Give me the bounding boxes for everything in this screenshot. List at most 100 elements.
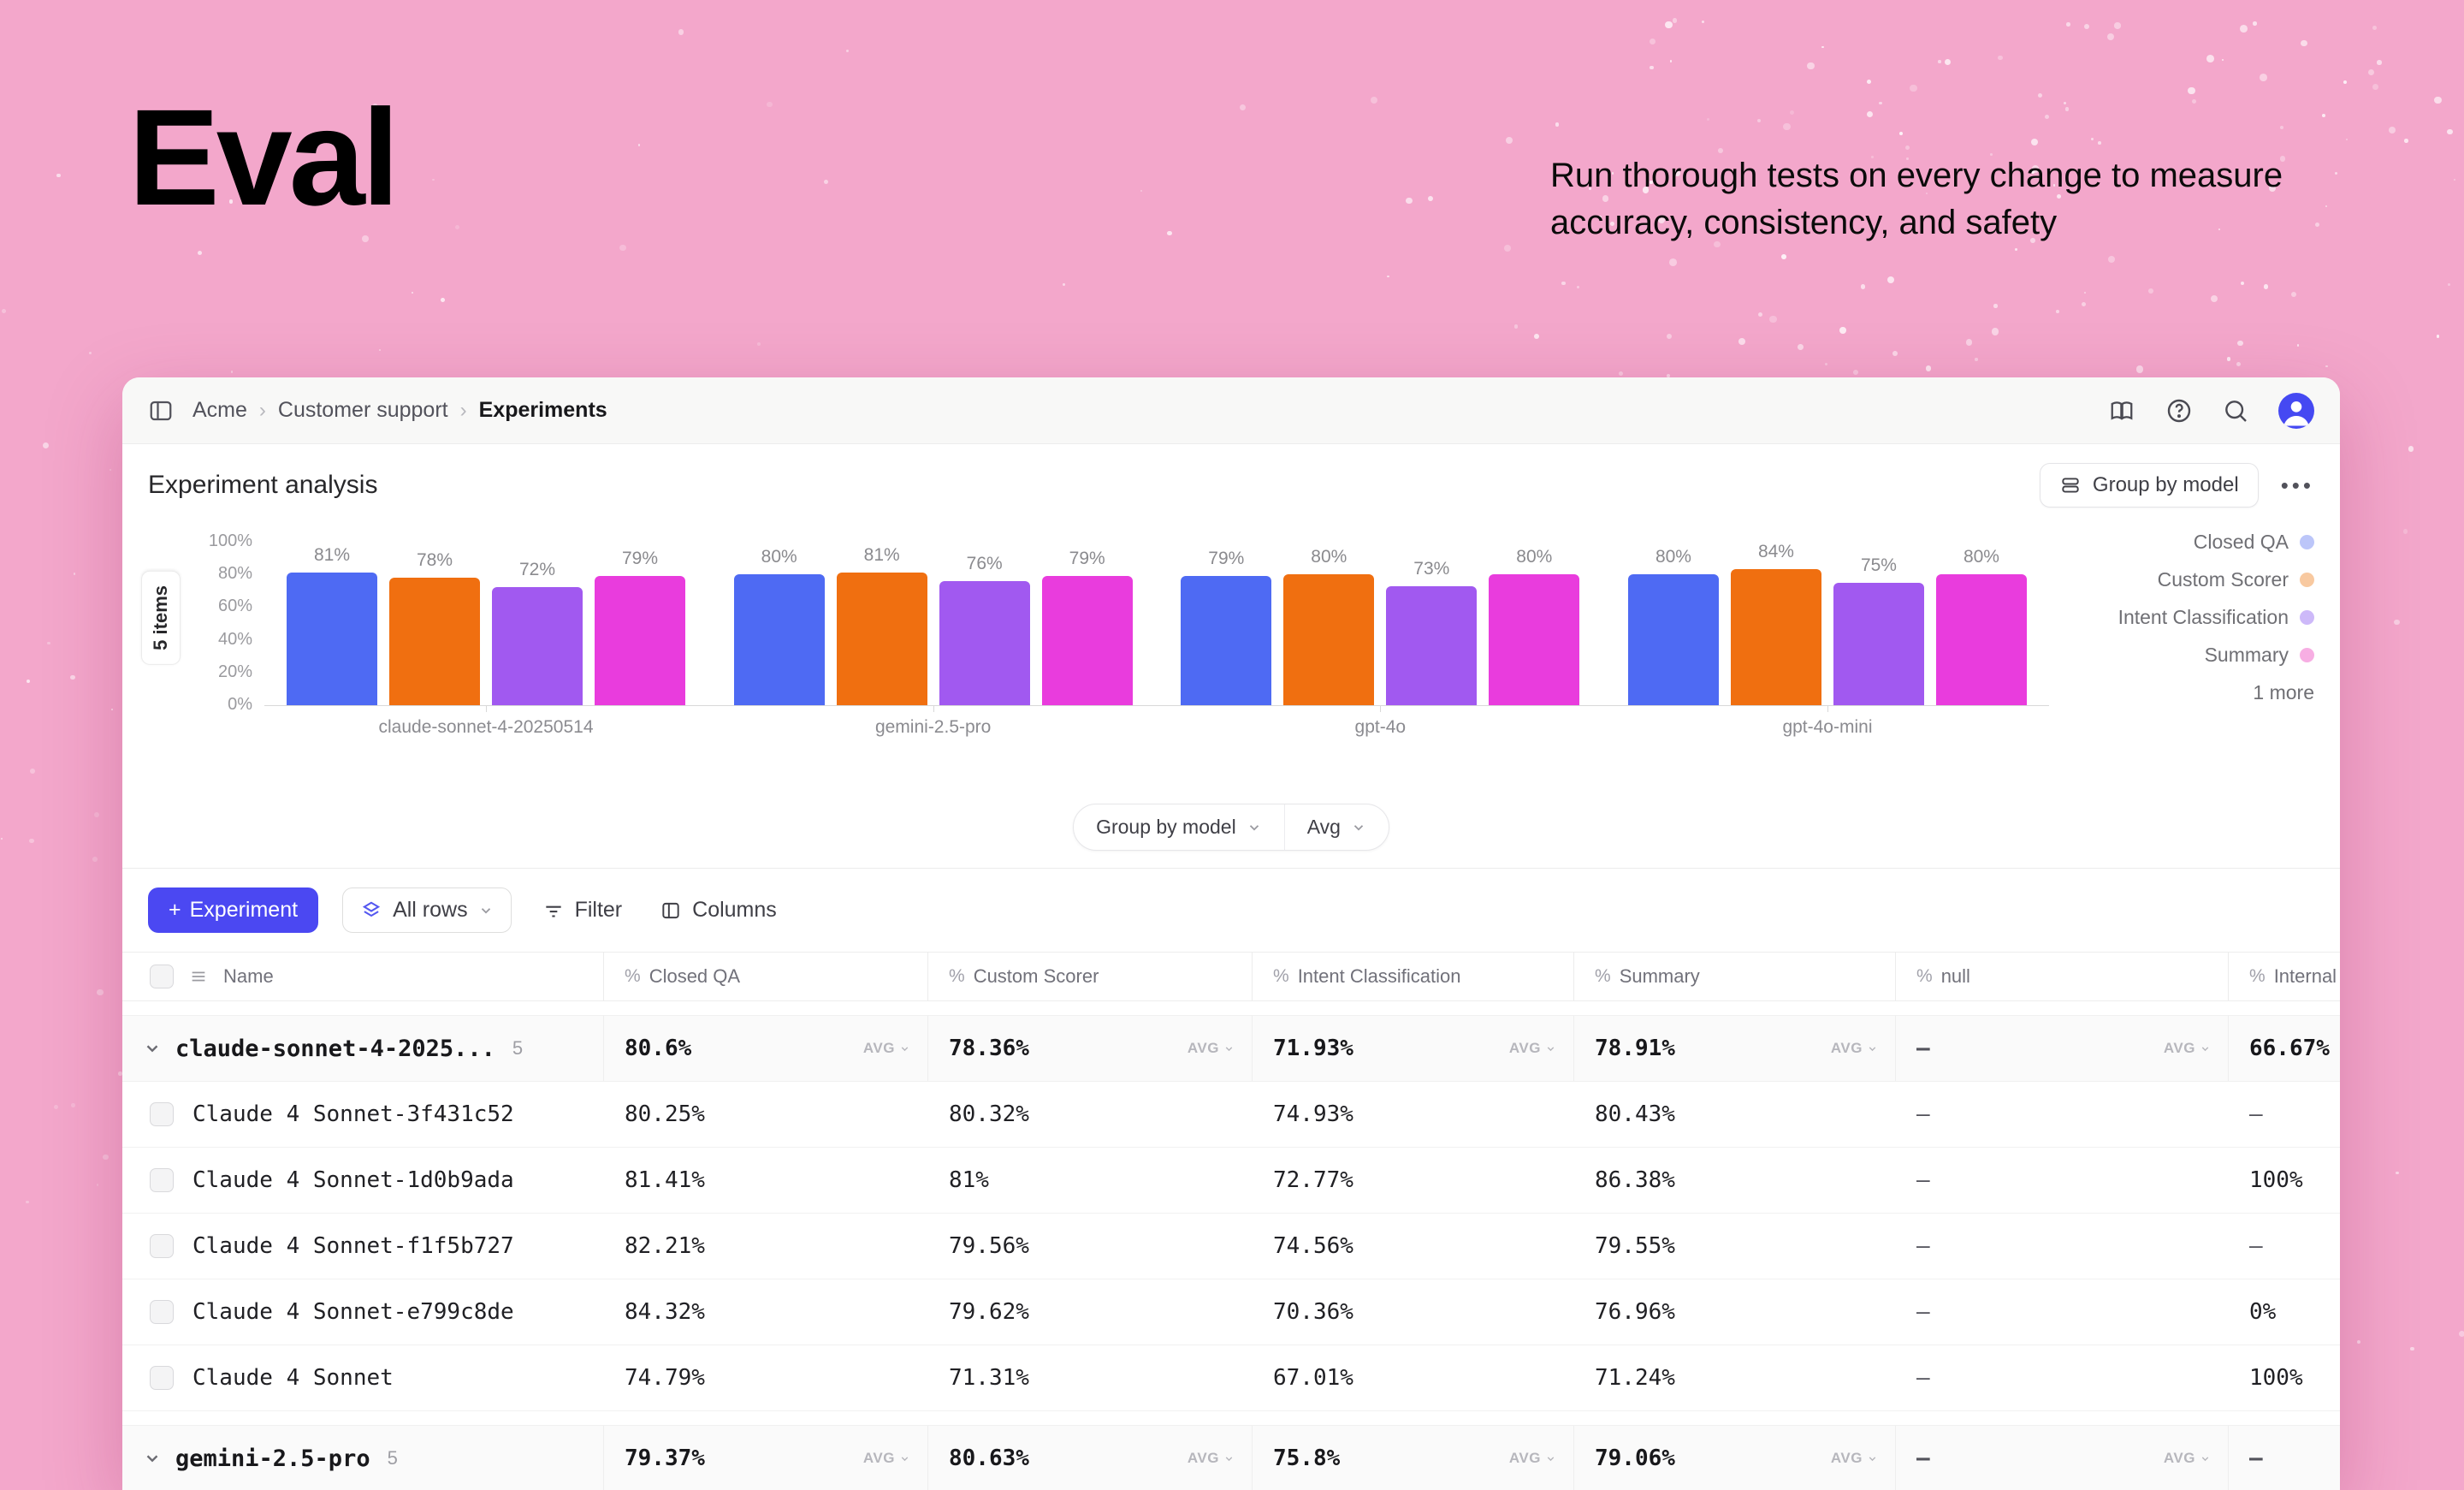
legend-more-link[interactable]: 1 more xyxy=(2253,681,2314,703)
bar-intent-classification[interactable] xyxy=(492,587,583,705)
bar-summary[interactable] xyxy=(595,576,685,705)
aggregation-dropdown[interactable]: Avg xyxy=(1283,804,1389,850)
breadcrumb-experiments[interactable]: Experiments xyxy=(478,398,607,422)
table-row[interactable]: Claude 4 Sonnet 74.79% 71.31% 67.01% 71.24% –… xyxy=(122,1345,2340,1411)
group-row-value: 78.91% xyxy=(1595,1036,1675,1061)
bar-summary[interactable] xyxy=(1041,576,1133,705)
header-column-closed-qa[interactable]: % Closed QA xyxy=(604,953,928,1000)
speckle-dot xyxy=(1966,339,1973,346)
speckle-dot xyxy=(53,1105,58,1110)
chevron-down-icon[interactable] xyxy=(143,1449,162,1468)
chart-plot: 81% 78% 72% 79% claude-sonnet-4-20250514 80% 8… xyxy=(264,542,2049,737)
row-value: – xyxy=(2249,1233,2263,1259)
bar-column: 80% xyxy=(1489,542,1580,705)
speckle-dot xyxy=(1533,334,1539,340)
bar-intent-classification[interactable] xyxy=(1386,585,1478,705)
legend-item[interactable]: Closed QA xyxy=(2194,530,2314,555)
table-row[interactable]: Claude 4 Sonnet-e799c8de 84.32% 79.62% 70.3… xyxy=(122,1279,2340,1345)
group-row-name-cell[interactable]: gemini-2.5-pro 5 xyxy=(122,1426,604,1490)
speckle-dot xyxy=(2210,295,2218,303)
chevron-down-icon xyxy=(481,907,490,914)
bar-closed-qa[interactable] xyxy=(1181,576,1272,705)
x-axis-category-label: claude-sonnet-4-20250514 xyxy=(378,717,594,737)
avg-aggregation-dropdown[interactable]: AVG xyxy=(863,1040,910,1057)
speckle-dot xyxy=(1674,170,1680,176)
bar-custom-scorer[interactable] xyxy=(389,578,480,705)
avg-aggregation-dropdown[interactable]: AVG xyxy=(1509,1450,1556,1467)
search-icon[interactable] xyxy=(2222,397,2249,424)
docs-book-icon[interactable] xyxy=(2107,398,2136,424)
avg-aggregation-dropdown[interactable]: AVG xyxy=(1509,1040,1556,1057)
speckle-dot xyxy=(1783,122,1791,131)
speckle-dot xyxy=(198,251,203,256)
all-rows-dropdown[interactable]: All rows xyxy=(342,887,512,933)
group-row-gemini-partial[interactable]: gemini-2.5-pro 5 79.37% AVG 80.63% AVG 75.8% AV… xyxy=(122,1425,2340,1490)
row-checkbox[interactable] xyxy=(150,1102,174,1126)
columns-button[interactable]: Columns xyxy=(653,888,784,932)
row-checkbox[interactable] xyxy=(150,1168,174,1192)
help-icon[interactable] xyxy=(2165,397,2193,424)
y-axis-tick-label: 60% xyxy=(217,597,252,616)
table-row[interactable]: Claude 4 Sonnet-1d0b9ada 81.41% 81% 72.77% 8… xyxy=(122,1148,2340,1214)
legend-item[interactable]: Summary xyxy=(2205,643,2314,668)
chevron-down-icon xyxy=(1869,1046,1876,1051)
window-topbar: Acme › Customer support › Experiments xyxy=(122,377,2340,444)
speckle-dot xyxy=(2297,344,2300,347)
avg-aggregation-dropdown[interactable]: AVG xyxy=(1831,1450,1878,1467)
table-row[interactable]: Claude 4 Sonnet-3f431c52 80.25% 80.32% 74.9… xyxy=(122,1082,2340,1148)
bar-summary[interactable] xyxy=(1935,574,2027,705)
group-row-claude[interactable]: claude-sonnet-4-2025... 5 80.6% AVG 78.36% AV… xyxy=(122,1015,2340,1082)
avg-aggregation-dropdown[interactable]: AVG xyxy=(1831,1040,1878,1057)
filter-icon xyxy=(545,905,561,917)
legend-item[interactable]: Custom Scorer xyxy=(2158,567,2314,592)
row-value-cell: 71.24% xyxy=(1574,1345,1896,1410)
avg-aggregation-dropdown[interactable]: AVG xyxy=(1188,1040,1235,1057)
table-row[interactable]: Claude 4 Sonnet-f1f5b727 82.21% 79.56% 74.5… xyxy=(122,1214,2340,1279)
breadcrumb-customer-support[interactable]: Customer support xyxy=(277,398,448,422)
speckle-dot xyxy=(2436,335,2440,338)
group-by-model-dropdown[interactable]: Group by model xyxy=(1074,804,1284,850)
speckle-dot xyxy=(2222,58,2224,61)
avatar[interactable] xyxy=(2278,392,2314,429)
row-value-cell: 80.32% xyxy=(928,1082,1253,1147)
header-name-label[interactable]: Name xyxy=(223,965,274,987)
speckle-dot xyxy=(372,104,377,109)
select-all-checkbox[interactable] xyxy=(150,965,174,988)
bar-closed-qa[interactable] xyxy=(287,573,377,705)
avg-aggregation-dropdown[interactable]: AVG xyxy=(2164,1450,2211,1467)
group-row-value: – xyxy=(1916,1036,1930,1061)
header-column-summary[interactable]: % Summary xyxy=(1574,953,1896,1000)
bar-custom-scorer[interactable] xyxy=(836,573,927,705)
percent-icon: % xyxy=(949,966,965,986)
legend-item[interactable]: Intent Classification xyxy=(2118,605,2314,630)
group-row-value: 80.6% xyxy=(625,1036,692,1061)
breadcrumb-acme[interactable]: Acme xyxy=(192,398,247,422)
group-by-model-button[interactable]: Group by model xyxy=(2039,463,2259,508)
bar-closed-qa[interactable] xyxy=(733,574,825,705)
header-column-internal[interactable]: % Internal xyxy=(2229,953,2340,1000)
bar-intent-classification[interactable] xyxy=(939,580,1030,705)
sidebar-toggle-icon[interactable] xyxy=(148,398,174,424)
row-checkbox[interactable] xyxy=(150,1300,174,1324)
group-row-name-cell[interactable]: claude-sonnet-4-2025... 5 xyxy=(122,1016,604,1081)
filter-button[interactable]: Filter xyxy=(536,888,630,932)
header-column-null[interactable]: % null xyxy=(1896,953,2229,1000)
add-experiment-button[interactable]: + Experiment xyxy=(148,887,319,933)
header-column-label: Summary xyxy=(1619,965,1700,987)
chevron-down-icon[interactable] xyxy=(143,1039,162,1058)
bar-custom-scorer[interactable] xyxy=(1283,574,1375,705)
more-options-button[interactable]: ••• xyxy=(2280,472,2314,498)
avg-aggregation-dropdown[interactable]: AVG xyxy=(2164,1040,2211,1057)
header-column-intent-classification[interactable]: % Intent Classification xyxy=(1253,953,1574,1000)
header-column-custom-scorer[interactable]: % Custom Scorer xyxy=(928,953,1253,1000)
avg-aggregation-dropdown[interactable]: AVG xyxy=(863,1450,910,1467)
page-subtitle: Run thorough tests on every change to me… xyxy=(1550,157,2283,242)
bar-custom-scorer[interactable] xyxy=(1730,569,1821,705)
row-checkbox[interactable] xyxy=(150,1366,174,1390)
bar-closed-qa[interactable] xyxy=(1627,574,1719,705)
bar-summary[interactable] xyxy=(1489,574,1580,705)
row-checkbox[interactable] xyxy=(150,1234,174,1258)
app-window: Acme › Customer support › Experiments Ex xyxy=(122,377,2340,1490)
avg-aggregation-dropdown[interactable]: AVG xyxy=(1188,1450,1235,1467)
bar-intent-classification[interactable] xyxy=(1833,582,1924,705)
